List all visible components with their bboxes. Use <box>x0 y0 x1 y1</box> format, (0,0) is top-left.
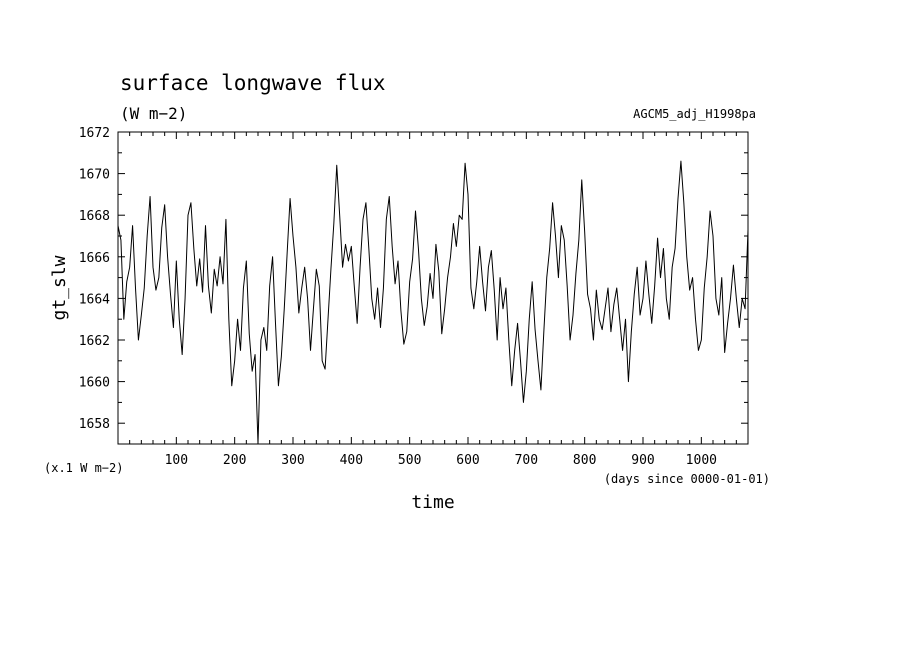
x-tick-label: 800 <box>573 453 596 468</box>
x-tick-label: 100 <box>165 453 188 468</box>
dataset-label: AGCM5_adj_H1998pa <box>633 107 756 121</box>
x-axis-ticks: 100 200 300 400 500 600 700 800 900 1000 <box>117 132 749 468</box>
x-axis-units: (days since 0000-01-01) <box>604 472 770 486</box>
y-axis-label: gt_slw <box>49 255 70 320</box>
x-tick-label: 200 <box>223 453 246 468</box>
x-tick-label: 400 <box>340 453 363 468</box>
x-tick-label: 1000 <box>686 453 717 468</box>
y-scale-note: (x.1 W m−2) <box>44 461 123 475</box>
y-tick-label: 1672 <box>79 126 110 141</box>
y-tick-label: 1660 <box>79 376 110 391</box>
x-tick-label: 500 <box>398 453 421 468</box>
x-tick-label: 900 <box>631 453 654 468</box>
y-tick-label: 1658 <box>79 417 110 432</box>
y-axis-ticks: 1658 1660 1662 1664 1666 1668 1670 1672 <box>79 126 748 445</box>
x-tick-label: 300 <box>281 453 304 468</box>
y-tick-label: 1666 <box>79 251 110 266</box>
x-axis-label: time <box>411 492 454 513</box>
chart-units: (W m−2) <box>120 104 187 123</box>
x-tick-label: 700 <box>515 453 538 468</box>
y-tick-label: 1664 <box>79 292 110 307</box>
series-line-0 <box>117 160 749 445</box>
y-tick-label: 1668 <box>79 209 110 224</box>
series-layer <box>117 160 749 445</box>
y-tick-label: 1662 <box>79 334 110 349</box>
y-tick-label: 1670 <box>79 168 110 183</box>
x-tick-label: 600 <box>456 453 479 468</box>
chart-title: surface longwave flux <box>120 71 386 95</box>
